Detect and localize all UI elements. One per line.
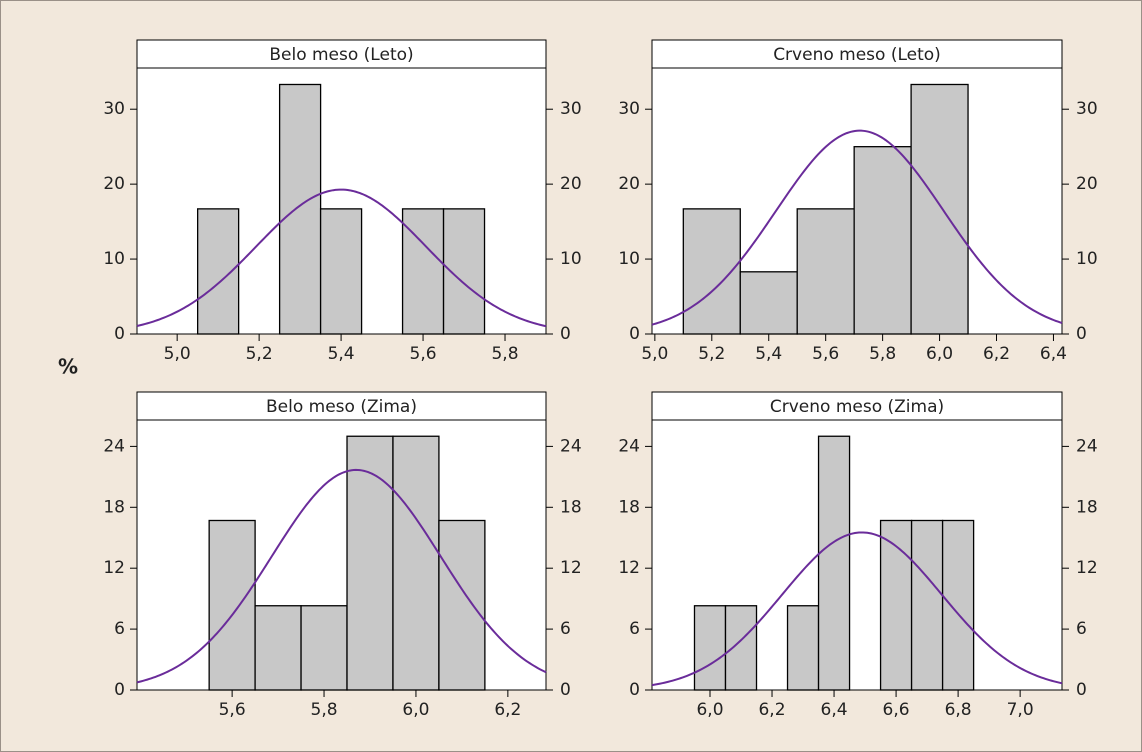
x-tick-label: 6,6 [883,700,910,720]
y-tick-label: 24 [618,436,640,456]
bar [941,519,975,691]
x-tick-label: 6,0 [402,700,429,720]
x-tick-label: 5,8 [311,700,338,720]
bar [442,208,486,335]
y-tick-label: 12 [103,558,125,578]
y-tick-label: 12 [618,558,640,578]
x-tick-label: 5,6 [410,344,437,364]
y-tick-label: 6 [629,619,640,639]
bar [319,208,363,335]
y-tick-label: 18 [618,497,640,517]
bar [392,435,440,691]
y-tick-label-right: 18 [1076,497,1098,517]
y-tick-label: 0 [629,680,640,700]
x-tick-label: 7,0 [1007,700,1034,720]
y-tick-label: 20 [103,174,125,194]
x-tick-label: 6,2 [758,700,785,720]
y-tick-label-right: 10 [560,249,582,269]
bar [278,83,322,335]
x-tick-label: 5,6 [812,344,839,364]
x-tick-label: 5,0 [641,344,668,364]
y-tick-label: 6 [114,619,125,639]
x-tick-label: 5,2 [246,344,273,364]
y-tick-label-right: 20 [1076,174,1098,194]
panel-title: Crveno meso (Zima) [770,397,944,417]
bar [300,605,348,691]
x-tick-label: 5,4 [755,344,782,364]
bar [910,83,969,335]
y-tick-label: 0 [114,324,125,344]
bar [853,146,912,335]
x-tick-label: 5,4 [328,344,355,364]
panel-title: Belo meso (Zima) [266,397,417,417]
y-tick-label-right: 12 [560,558,582,578]
y-tick-label: 10 [618,249,640,269]
y-tick-label: 0 [114,680,125,700]
x-tick-label: 6,0 [696,700,723,720]
y-tick-label-right: 10 [1076,249,1098,269]
fit-curve [651,531,1063,687]
bar [693,605,727,691]
y-tick-label-right: 0 [560,324,571,344]
bar [208,519,256,691]
x-tick-label: 6,2 [494,700,521,720]
x-tick-label: 6,2 [983,344,1010,364]
fit-curve [136,188,547,328]
bar [879,519,913,691]
x-tick-label: 6,0 [926,344,953,364]
y-tick-label-right: 6 [560,619,571,639]
strip [651,391,1063,421]
y-tick-label-right: 30 [1076,99,1098,119]
bar [438,519,486,691]
y-tick-label-right: 6 [1076,619,1087,639]
bar [739,271,798,335]
fit-curve [651,129,1063,326]
y-tick-label: 24 [103,436,125,456]
y-tick-label-right: 0 [560,680,571,700]
bar [817,435,851,691]
x-tick-label: 5,0 [164,344,191,364]
bar [724,605,758,691]
y-tick-label: 0 [629,324,640,344]
strip [136,391,547,421]
x-tick-label: 6,8 [945,700,972,720]
y-tick-label-right: 30 [560,99,582,119]
x-tick-label: 5,6 [219,700,246,720]
x-tick-label: 6,4 [1040,344,1067,364]
y-tick-label-right: 0 [1076,324,1087,344]
bar [254,605,302,691]
strip [136,39,547,69]
y-tick-label: 18 [103,497,125,517]
strip [651,39,1063,69]
y-axis-label: % [58,355,78,379]
y-tick-label: 20 [618,174,640,194]
y-tick-label-right: 18 [560,497,582,517]
y-tick-label: 30 [618,99,640,119]
bar [910,519,944,691]
y-tick-label-right: 20 [560,174,582,194]
panel-title: Crveno meso (Leto) [773,45,941,65]
x-tick-label: 5,2 [698,344,725,364]
fit-curve [136,468,547,684]
panel-title: Belo meso (Leto) [269,45,413,65]
y-tick-label: 10 [103,249,125,269]
bar [346,435,394,691]
bar [796,208,855,335]
y-tick-label: 30 [103,99,125,119]
y-tick-label-right: 24 [1076,436,1098,456]
x-tick-label: 6,4 [821,700,848,720]
bar [786,605,820,691]
x-tick-label: 5,8 [869,344,896,364]
x-tick-label: 5,8 [491,344,518,364]
y-tick-label-right: 24 [560,436,582,456]
y-tick-label-right: 12 [1076,558,1098,578]
y-tick-label-right: 0 [1076,680,1087,700]
